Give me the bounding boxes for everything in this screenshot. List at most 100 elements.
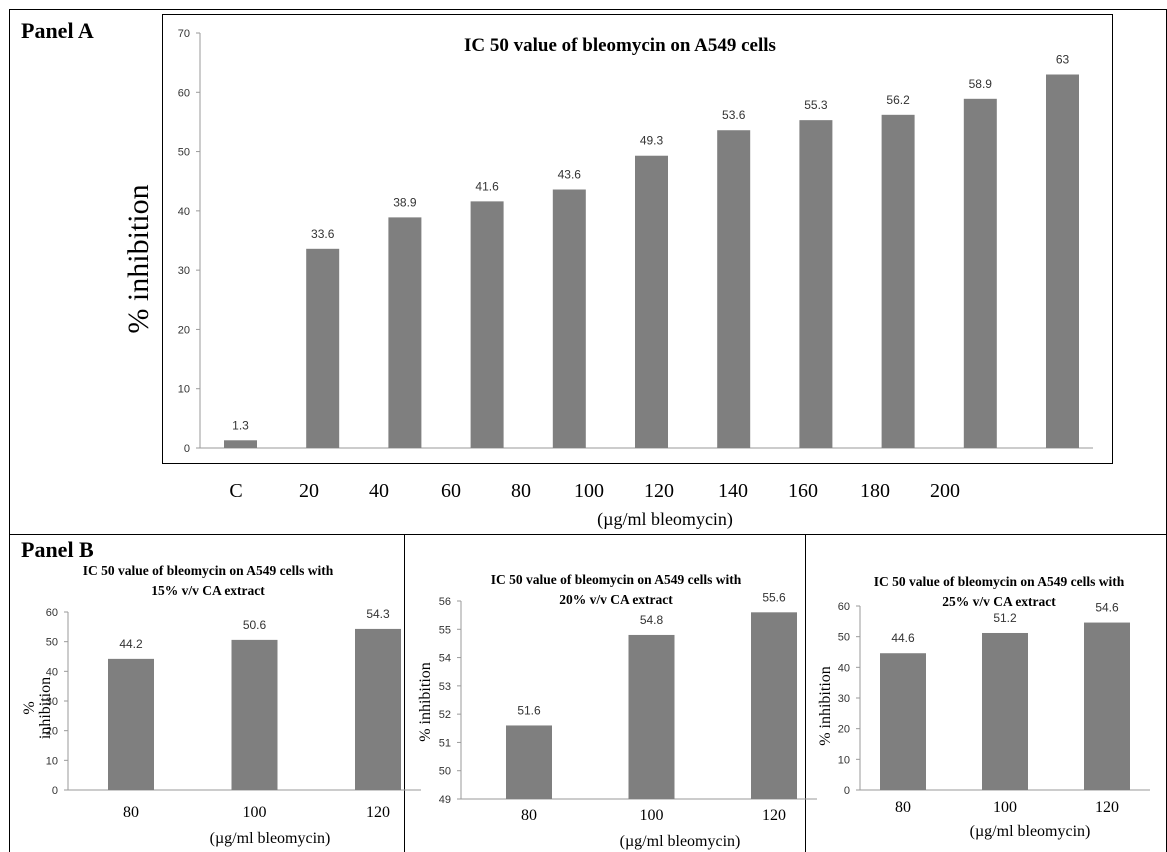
bar <box>717 130 750 448</box>
y-axis-label: % inhibition <box>817 666 834 746</box>
data-label: 43.6 <box>558 168 582 182</box>
y-tick-label: 40 <box>46 666 58 678</box>
y-tick-label: 0 <box>844 785 850 797</box>
y-axis-label: inhibition <box>37 677 54 739</box>
x-tick-label: 120 <box>644 480 674 502</box>
y-tick-label: 50 <box>838 632 850 644</box>
data-label: 41.6 <box>475 179 499 193</box>
y-tick-label: 40 <box>178 206 190 218</box>
chart-title: IC 50 value of bleomycin on A549 cells w… <box>83 563 334 578</box>
y-tick-label: 10 <box>46 755 58 767</box>
data-label: 54.6 <box>1095 601 1119 615</box>
y-tick-label: 40 <box>838 662 850 674</box>
x-tick-label: 80 <box>123 804 139 821</box>
bar <box>224 440 257 448</box>
bar <box>982 633 1028 790</box>
data-label: 54.8 <box>640 613 664 627</box>
y-axis-label: % inhibition <box>122 184 155 333</box>
y-tick-label: 30 <box>178 265 190 277</box>
x-tick-label: 140 <box>718 480 748 502</box>
data-label: 51.6 <box>517 703 541 717</box>
bar <box>1046 75 1079 449</box>
bar <box>635 156 668 448</box>
data-label: 1.3 <box>232 418 249 432</box>
x-axis-label: (µg/ml bleomycin) <box>597 509 733 530</box>
y-tick-label: 55 <box>439 624 451 636</box>
x-tick-label: 120 <box>1095 799 1119 816</box>
data-label: 49.3 <box>640 134 664 148</box>
bar <box>232 640 278 790</box>
x-tick-label: 200 <box>930 480 960 502</box>
bar <box>388 217 421 448</box>
y-tick-label: 51 <box>439 737 451 749</box>
x-tick-label: 100 <box>243 804 267 821</box>
y-tick-label: 50 <box>439 766 451 778</box>
data-label: 55.3 <box>804 98 828 112</box>
y-tick-label: 50 <box>178 147 190 159</box>
y-tick-label: 60 <box>838 601 850 613</box>
y-tick-label: 10 <box>838 754 850 766</box>
bar <box>882 115 915 448</box>
bar <box>880 653 926 790</box>
data-label: 53.6 <box>722 108 746 122</box>
y-axis-label: % inhibition <box>417 662 434 742</box>
y-tick-label: 20 <box>838 724 850 736</box>
chart-title: 25% v/v CA extract <box>942 594 1056 609</box>
x-tick-label: 100 <box>574 480 604 502</box>
x-tick-label: 40 <box>369 480 389 502</box>
x-tick-label: 60 <box>441 480 461 502</box>
bar <box>799 120 832 448</box>
x-tick-label: 80 <box>521 807 537 824</box>
bar <box>964 99 997 448</box>
x-tick-label: 20 <box>299 480 319 502</box>
data-label: 38.9 <box>393 195 417 209</box>
bar <box>751 612 797 799</box>
bar <box>306 249 339 448</box>
y-tick-label: 53 <box>439 681 451 693</box>
bar <box>1084 623 1130 790</box>
bar <box>471 201 504 448</box>
y-tick-label: 70 <box>178 28 190 40</box>
bar <box>553 190 586 448</box>
chart-title: 15% v/v CA extract <box>151 583 265 598</box>
y-tick-label: 10 <box>178 384 190 396</box>
x-axis-label: (µg/ml bleomycin) <box>620 833 741 850</box>
x-tick-label: 80 <box>895 799 911 816</box>
x-tick-label: 80 <box>511 480 531 502</box>
bar <box>629 635 675 799</box>
chart-title: IC 50 value of bleomycin on A549 cells w… <box>874 574 1125 589</box>
bar <box>506 725 552 799</box>
chart-title: 20% v/v CA extract <box>559 592 673 607</box>
data-label: 50.6 <box>243 618 267 632</box>
y-axis-label: % <box>21 701 38 714</box>
x-tick-label: C <box>229 480 242 502</box>
y-tick-label: 30 <box>838 693 850 705</box>
x-axis-label: (µg/ml bleomycin) <box>970 823 1091 840</box>
y-tick-label: 60 <box>178 87 190 99</box>
data-label: 44.2 <box>119 637 143 651</box>
x-tick-label: 180 <box>860 480 890 502</box>
y-tick-label: 20 <box>178 324 190 336</box>
chart-title: IC 50 value of bleomycin on A549 cells <box>464 35 776 56</box>
data-label: 58.9 <box>969 77 993 91</box>
y-tick-label: 0 <box>52 785 58 797</box>
bar <box>355 629 401 790</box>
x-tick-label: 160 <box>788 480 818 502</box>
data-label: 54.3 <box>366 607 390 621</box>
data-label: 56.2 <box>886 93 910 107</box>
y-tick-label: 56 <box>439 596 451 608</box>
y-tick-label: 60 <box>46 607 58 619</box>
y-tick-label: 50 <box>46 637 58 649</box>
x-tick-label: 100 <box>993 799 1017 816</box>
x-tick-label: 120 <box>762 807 786 824</box>
y-tick-label: 0 <box>184 443 190 455</box>
data-label: 51.2 <box>993 611 1017 625</box>
y-tick-label: 54 <box>439 653 451 665</box>
data-label: 55.6 <box>762 590 786 604</box>
x-tick-label: 120 <box>366 804 390 821</box>
y-tick-label: 49 <box>439 794 451 806</box>
bar <box>108 659 154 790</box>
y-tick-label: 52 <box>439 709 451 721</box>
x-axis-label: (µg/ml bleomycin) <box>210 830 331 847</box>
